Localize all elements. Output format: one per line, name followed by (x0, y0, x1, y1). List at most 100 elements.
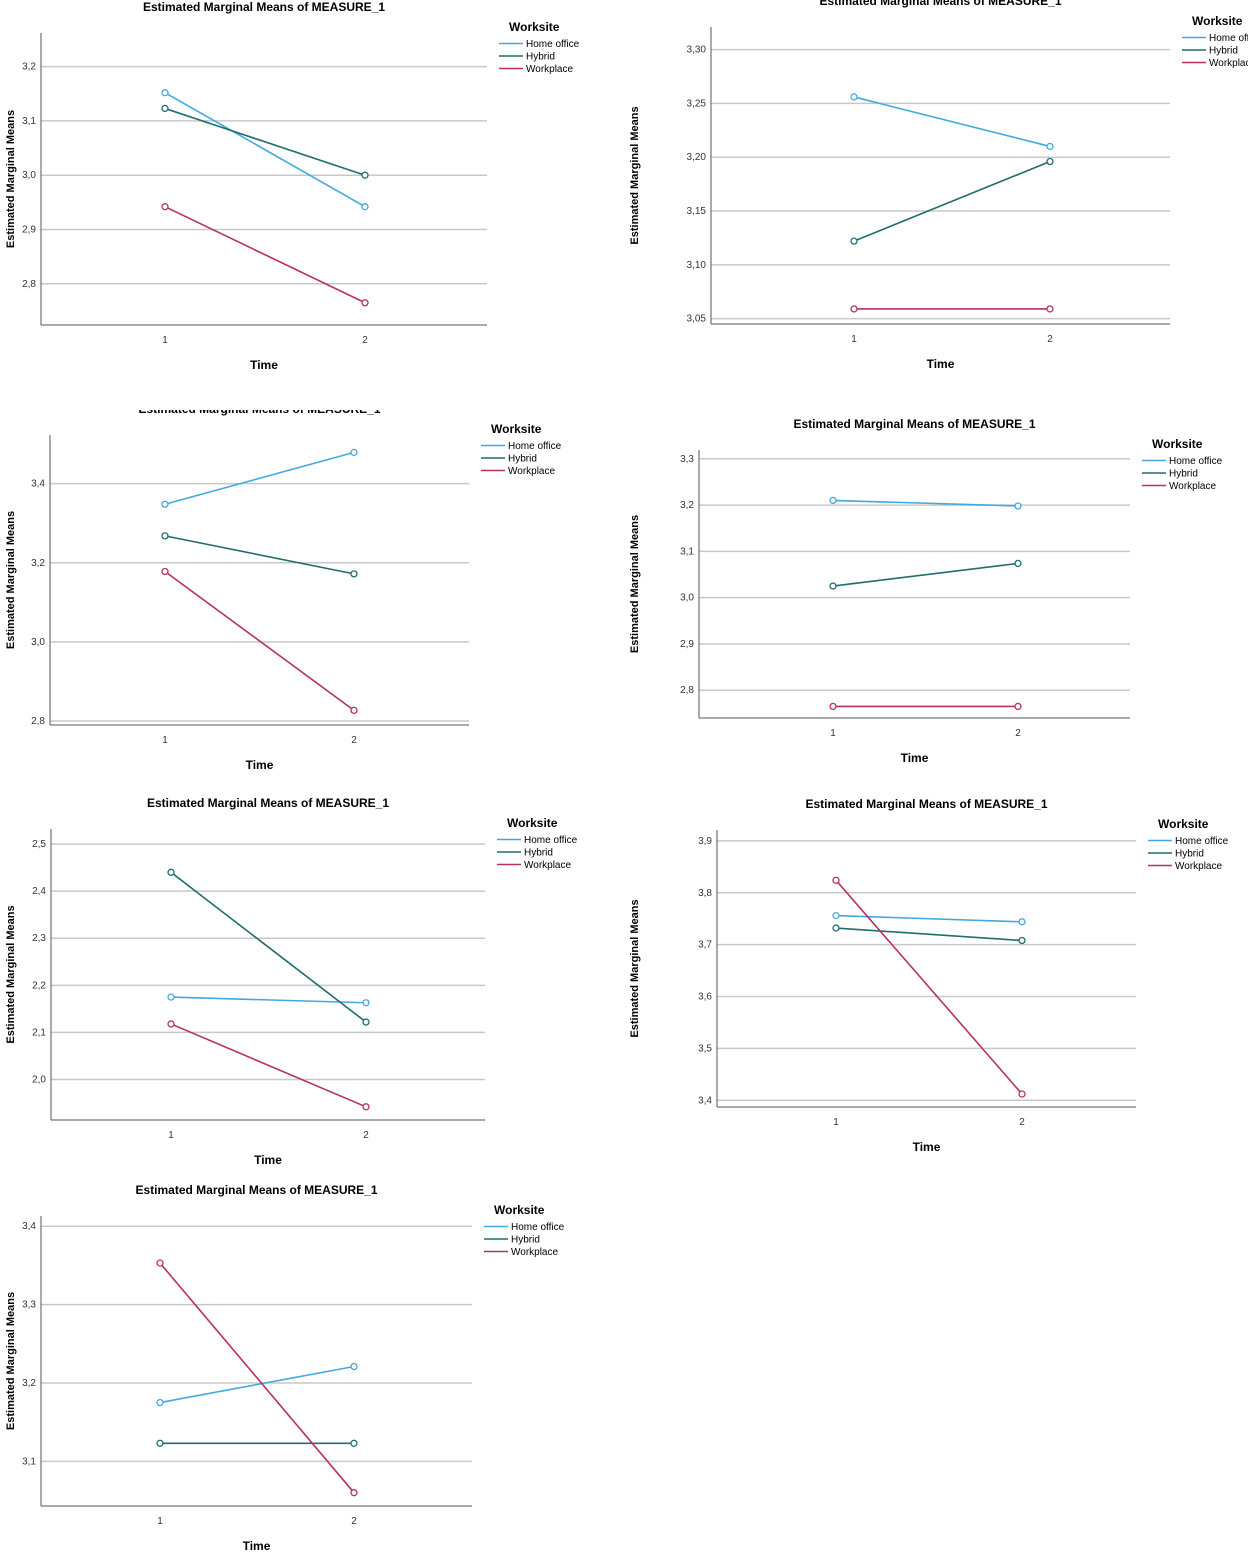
data-point (829, 582, 837, 590)
chart-panel-7: 3,1 3,2 3,3 3,4 1 2 Estimated Marginal Means o… (0, 1180, 624, 1553)
x-tick-label: 1 (162, 735, 168, 746)
chart-title: Estimated Marginal Means of MEASURE_1 (805, 797, 1047, 811)
x-tick-label: 2 (1047, 334, 1053, 345)
series-line (835, 927, 1023, 942)
chart-svg: 2,0 2,1 2,2 2,3 2,4 2,5 1 2 Estimated Marginal M… (5, 796, 578, 1167)
data-point (1046, 157, 1054, 166)
chart-svg: 2,8 3,0 3,2 3,4 1 2 Estimated Marginal Means o… (5, 402, 562, 772)
series-line (164, 451, 355, 506)
series-line (164, 570, 355, 712)
x-axis-title: Time (927, 357, 955, 371)
x-axis-title: Time (254, 1153, 282, 1167)
y-tick-label: 3,10 (687, 260, 707, 271)
series-line (835, 914, 1023, 923)
y-axis-title: Estimated Marginal Means (629, 106, 641, 244)
data-point (850, 237, 858, 245)
data-point (161, 203, 169, 211)
chart-panel-1: 2,8 2,9 3,0 3,1 3,2 1 2 Estimated Marginal Mean… (0, 0, 624, 385)
x-axis-title: Time (901, 751, 929, 765)
y-tick-label: 3,3 (22, 1300, 36, 1311)
y-tick-label: 3,6 (698, 992, 712, 1003)
x-tick-label: 2 (351, 735, 357, 746)
legend-label: Home office (511, 1222, 565, 1233)
y-tick-label: 2,3 (32, 933, 46, 944)
legend-label: Workplace (1169, 481, 1216, 492)
legend-title: Worksite (1152, 437, 1203, 451)
y-tick-label: 3,1 (22, 1456, 36, 1467)
chart-panel-4: 2,8 2,9 3,0 3,1 3,2 3,3 1 2 Estimated Marginal M… (624, 410, 1248, 780)
data-point (350, 1362, 358, 1371)
data-point (156, 1439, 164, 1447)
data-point (1046, 305, 1054, 313)
y-tick-label: 2,9 (680, 639, 694, 650)
data-point (1014, 702, 1022, 711)
data-point (1046, 142, 1054, 151)
legend-label: Workplace (524, 860, 571, 871)
y-tick-label: 3,5 (698, 1043, 712, 1054)
data-point (362, 1103, 370, 1111)
y-axis-title: Estimated Marginal Means (5, 1292, 17, 1430)
series-line (853, 96, 1051, 148)
legend-label: Hybrid (526, 52, 555, 63)
series-line (164, 535, 355, 575)
x-tick-label: 2 (1015, 728, 1021, 739)
y-tick-label: 3,20 (687, 152, 707, 163)
series-line (164, 107, 366, 176)
chart-svg: 2,8 2,9 3,0 3,1 3,2 3,3 1 2 Estimated Marginal M… (629, 417, 1223, 765)
y-axis-title: Estimated Marginal Means (5, 905, 17, 1043)
y-axis-title: Estimated Marginal Means (5, 110, 17, 248)
y-tick-label: 2,8 (680, 685, 694, 696)
chart-panel-6: 3,4 3,5 3,6 3,7 3,8 3,9 1 2 Estimated Marginal M… (624, 795, 1248, 1170)
data-point (1018, 936, 1026, 945)
data-point (850, 305, 858, 313)
y-tick-label: 3,4 (22, 1221, 36, 1232)
chart-panel-2: 3,05 3,10 3,15 3,20 3,25 3,30 1 2 Estimated Marg… (624, 0, 1248, 385)
data-point (1018, 1090, 1026, 1098)
legend-label: Home office (1209, 33, 1248, 44)
legend-label: Hybrid (508, 454, 537, 465)
chart-svg: 3,05 3,10 3,15 3,20 3,25 3,30 1 2 Estimated Marg… (629, 0, 1248, 371)
x-tick-label: 2 (351, 1516, 357, 1527)
legend-label: Workplace (1175, 861, 1222, 872)
data-point (161, 500, 169, 508)
series-line (832, 562, 1019, 587)
y-axis-title: Estimated Marginal Means (5, 511, 17, 649)
x-tick-label: 1 (851, 334, 857, 345)
legend-label: Workplace (508, 466, 555, 477)
series-line (832, 499, 1019, 507)
legend-title: Worksite (494, 1203, 545, 1217)
data-point (156, 1259, 164, 1267)
y-tick-label: 2,0 (32, 1075, 46, 1086)
legend-title: Worksite (1158, 817, 1209, 831)
legend-label: Home office (526, 39, 580, 50)
y-tick-label: 2,8 (22, 279, 36, 290)
chart-title: Estimated Marginal Means of MEASURE_1 (819, 0, 1061, 8)
data-point (361, 299, 369, 307)
legend-title: Worksite (491, 422, 542, 436)
chart-title: Estimated Marginal Means of MEASURE_1 (143, 0, 385, 14)
y-tick-label: 3,3 (680, 454, 694, 465)
legend-title: Worksite (507, 816, 558, 830)
chart-panel-5: 2,0 2,1 2,2 2,3 2,4 2,5 1 2 Estimated Marginal M… (0, 795, 624, 1170)
x-tick-label: 2 (1019, 1117, 1025, 1128)
chart-svg: 2,8 2,9 3,0 3,1 3,2 1 2 Estimated Marginal Mean… (5, 0, 580, 372)
chart-title: Estimated Marginal Means of MEASURE_1 (793, 417, 1035, 431)
chart-title: Estimated Marginal Means of MEASURE_1 (138, 410, 380, 416)
series-line (170, 1023, 367, 1108)
legend-label: Hybrid (524, 848, 553, 859)
chart-title: Estimated Marginal Means of MEASURE_1 (135, 1183, 377, 1197)
data-point (362, 1018, 370, 1026)
chart-title: Estimated Marginal Means of MEASURE_1 (147, 796, 389, 810)
legend-label: Hybrid (1175, 849, 1204, 860)
x-tick-label: 2 (363, 1130, 369, 1141)
data-point (350, 570, 358, 578)
data-point (161, 532, 169, 540)
series-line (853, 160, 1051, 242)
data-point (1014, 559, 1022, 568)
y-axis-title: Estimated Marginal Means (629, 515, 641, 653)
legend-label: Hybrid (1169, 469, 1198, 480)
series-line (164, 205, 366, 304)
x-axis-title: Time (243, 1539, 271, 1550)
x-tick-label: 1 (162, 335, 168, 346)
data-point (156, 1398, 164, 1407)
